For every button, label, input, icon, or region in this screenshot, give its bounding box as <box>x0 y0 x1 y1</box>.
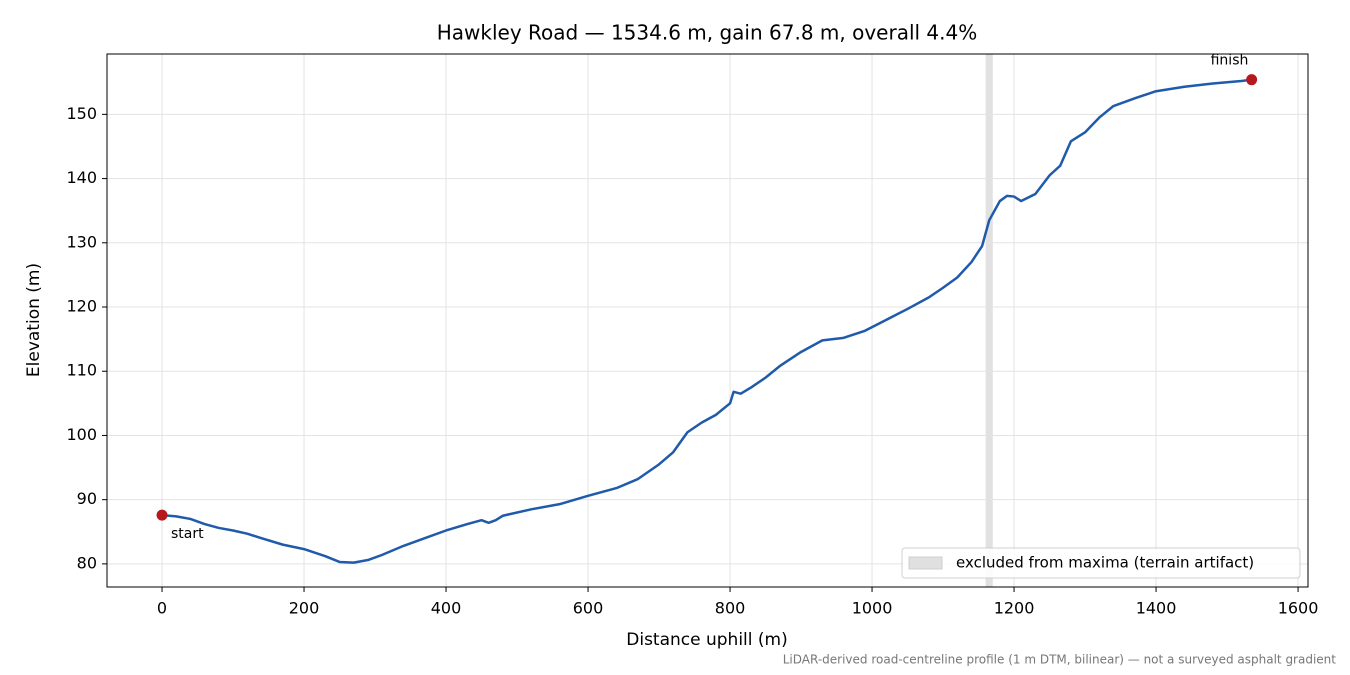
x-tick-label: 1000 <box>852 599 893 618</box>
endpoint-marker <box>156 509 168 521</box>
y-tick-label: 90 <box>77 489 97 508</box>
marker-label: finish <box>1211 53 1249 69</box>
y-tick-label: 120 <box>66 297 97 316</box>
x-axis-label: Distance uphill (m) <box>626 630 787 650</box>
endpoint-marker <box>1246 74 1258 86</box>
x-tick-label: 1400 <box>1136 599 1177 618</box>
legend-box <box>901 547 1301 579</box>
x-tick-label: 800 <box>715 599 746 618</box>
x-tick-label: 600 <box>573 599 604 618</box>
y-tick-label: 150 <box>66 104 97 123</box>
marker-label: start <box>171 526 204 542</box>
chart-title: Hawkley Road — 1534.6 m, gain 67.8 m, ov… <box>437 21 978 45</box>
shaded-region <box>985 54 993 587</box>
y-tick-label: 100 <box>66 425 97 444</box>
footnote: LiDAR-derived road-centreline profile (1… <box>783 653 1337 667</box>
y-tick-label: 130 <box>66 232 97 251</box>
y-tick-label: 110 <box>66 361 97 380</box>
y-axis-label: Elevation (m) <box>24 263 44 377</box>
outline <box>106 53 1309 588</box>
x-tick-label: 400 <box>431 599 462 618</box>
legend-label: excluded from maxima (terrain artifact) <box>956 554 1254 572</box>
elevation-line <box>161 78 1252 564</box>
legend-swatch <box>908 556 943 570</box>
y-tick-label: 80 <box>77 553 97 572</box>
x-tick-label: 200 <box>289 599 320 618</box>
y-tick-label: 140 <box>66 168 97 187</box>
x-tick-label: 1200 <box>994 599 1035 618</box>
x-tick-label: 1600 <box>1278 599 1319 618</box>
x-tick-label: 0 <box>157 599 167 618</box>
